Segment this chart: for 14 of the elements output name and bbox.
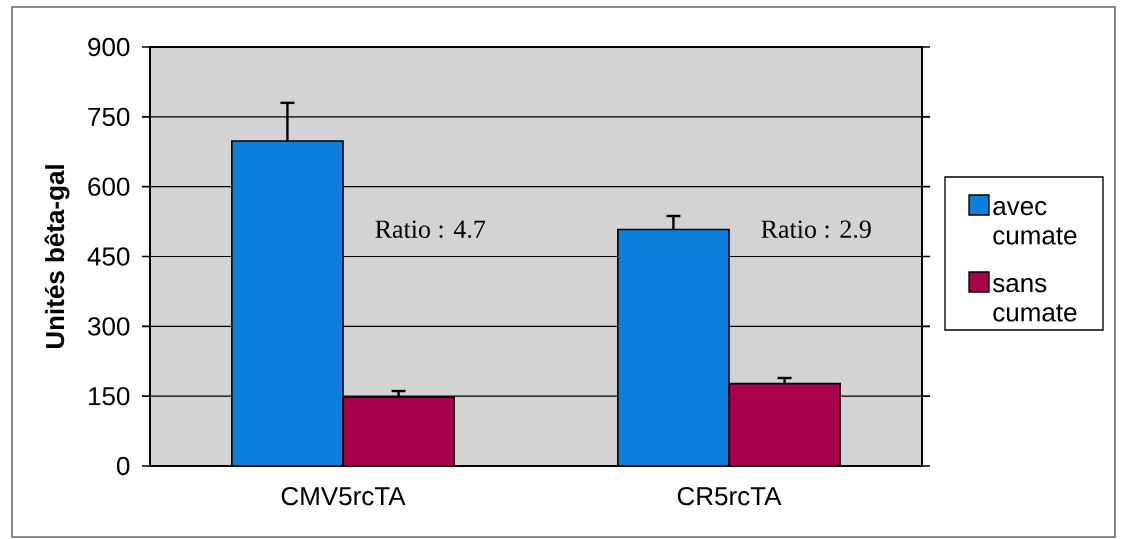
legend-label: avec cumate xyxy=(993,200,1077,245)
annotation: Ratio : 4.7 xyxy=(375,220,486,239)
x-tick-label: CMV5rcTA xyxy=(281,486,406,506)
y-tick-label: 150 xyxy=(89,386,130,406)
x-tick-label: CR5rcTA xyxy=(677,486,782,506)
annotation: Ratio : 2.9 xyxy=(761,220,871,239)
y-tick-label: 300 xyxy=(88,317,130,336)
y-tick-label: 450 xyxy=(87,247,130,266)
y-tick-label: 0 xyxy=(116,456,130,476)
legend-label: sans cumate xyxy=(993,277,1077,322)
y-axis-title: Unités bêta-gal xyxy=(44,165,70,349)
y-tick-label: 900 xyxy=(88,37,130,57)
y-tick-label: 600 xyxy=(88,177,130,196)
y-tick-label: 750 xyxy=(88,107,130,127)
